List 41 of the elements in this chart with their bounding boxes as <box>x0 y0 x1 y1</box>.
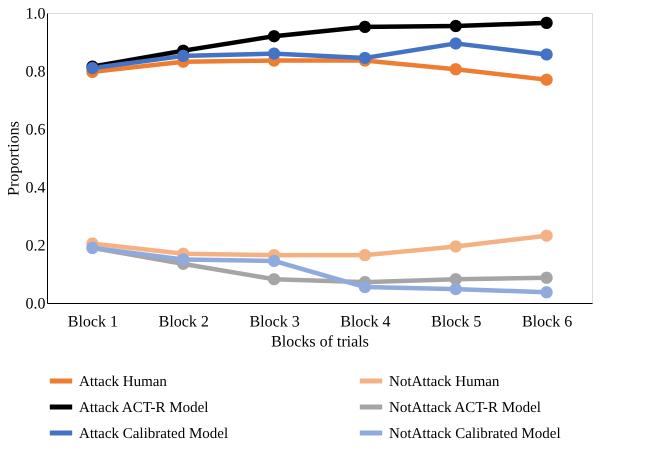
point <box>540 272 553 284</box>
point <box>268 47 280 60</box>
point <box>450 37 462 50</box>
legend-label: Attack ACT-R Model <box>79 400 208 416</box>
x-tick-label: Block 5 <box>431 314 482 330</box>
point <box>268 30 280 42</box>
point <box>540 16 553 29</box>
legend-label: Attack Calibrated Model <box>79 426 228 442</box>
point <box>540 74 553 86</box>
x-tick-label: Block 6 <box>522 314 572 330</box>
point <box>450 240 462 253</box>
y-axis-title: Proportions <box>6 121 22 196</box>
point <box>540 48 553 61</box>
x-tick-label: Block 3 <box>249 314 300 330</box>
y-tick-label: 1.0 <box>26 6 46 22</box>
point <box>177 50 190 62</box>
point <box>358 249 372 262</box>
point <box>177 253 190 266</box>
point <box>450 63 462 76</box>
x-tick-label: Block 2 <box>158 314 209 330</box>
point <box>268 254 280 268</box>
legend-label: Attack Human <box>79 374 168 390</box>
y-tick-label: 0.2 <box>26 238 46 254</box>
x-tick-label: Block 4 <box>340 314 391 330</box>
point <box>540 286 553 298</box>
y-tick-label: 0.4 <box>26 180 46 196</box>
y-tick-label: 0.6 <box>26 122 46 138</box>
legend-label: NotAttack Calibrated Model <box>389 426 561 442</box>
legend-label: NotAttack Human <box>389 374 500 390</box>
x-tick-label: Block 1 <box>68 314 118 330</box>
x-axis-title: Blocks of trials <box>271 334 369 350</box>
point <box>358 20 372 34</box>
point <box>540 230 553 242</box>
point <box>358 52 372 64</box>
point <box>450 282 462 296</box>
y-tick-label: 0.8 <box>26 64 46 80</box>
point <box>450 20 462 32</box>
point <box>358 280 372 294</box>
point <box>268 273 280 286</box>
y-tick-label: 0.0 <box>26 296 46 312</box>
legend-label: NotAttack ACT-R Model <box>389 400 541 416</box>
